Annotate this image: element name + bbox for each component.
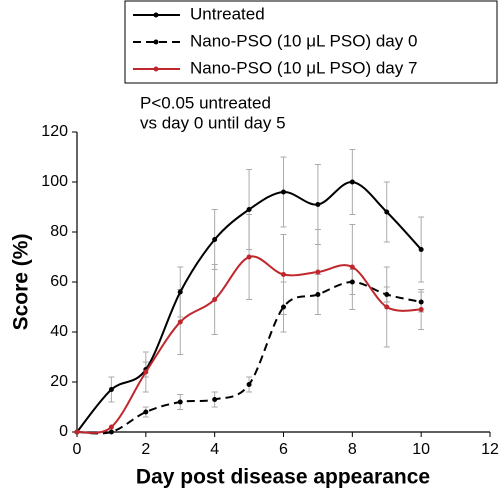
legend-label: Nano-PSO (10 μL PSO) day 0	[190, 31, 417, 50]
marker	[281, 304, 286, 310]
x-tick-label: 8	[348, 441, 357, 458]
marker	[212, 397, 218, 402]
marker	[212, 237, 218, 242]
marker	[418, 307, 424, 312]
marker	[384, 304, 390, 310]
y-axis-label: Score (%)	[10, 234, 33, 331]
y-tick-label: 40	[50, 323, 68, 340]
marker	[349, 279, 355, 285]
marker	[108, 387, 114, 392]
x-tick-label: 6	[279, 441, 288, 458]
marker	[143, 369, 149, 375]
marker	[384, 209, 390, 215]
marker	[177, 399, 183, 405]
annotation: vs day 0 until day 5	[140, 113, 286, 132]
marker	[177, 289, 183, 295]
x-tick-label: 4	[210, 441, 219, 458]
y-tick-label: 20	[50, 373, 68, 390]
x-tick-label: 2	[141, 441, 150, 458]
marker	[246, 207, 252, 212]
y-tick-label: 0	[59, 423, 68, 440]
legend-marker	[153, 66, 159, 72]
legend-label: Untreated	[190, 4, 265, 23]
legend-box	[124, 0, 498, 84]
annotation: P<0.05 untreated	[140, 93, 271, 112]
y-tick-label: 100	[41, 173, 68, 190]
x-axis-label: Day post disease appearance	[136, 466, 430, 489]
y-tick-label: 80	[50, 223, 68, 240]
x-tick-label: 12	[481, 441, 499, 458]
marker	[315, 292, 321, 297]
series-line	[76, 280, 422, 435]
marker	[246, 382, 252, 387]
y-tick-label: 120	[41, 123, 68, 140]
y-tick-label: 60	[50, 273, 68, 290]
marker	[315, 269, 321, 275]
legend-marker	[153, 39, 159, 45]
marker	[212, 297, 218, 302]
marker	[177, 319, 183, 325]
legend-label: Nano-PSO (10 μL PSO) day 7	[190, 58, 417, 77]
marker	[143, 409, 149, 415]
marker	[418, 247, 424, 252]
marker	[246, 254, 252, 260]
marker	[281, 189, 286, 195]
x-tick-label: 0	[73, 441, 82, 458]
marker	[349, 264, 355, 270]
marker	[108, 424, 114, 430]
marker	[108, 429, 114, 435]
marker	[315, 202, 321, 207]
marker	[349, 179, 355, 185]
marker	[281, 272, 286, 277]
legend-marker	[153, 12, 159, 18]
x-tick-label: 10	[412, 441, 430, 458]
marker	[418, 299, 424, 305]
marker	[384, 292, 390, 297]
marker	[74, 429, 80, 435]
